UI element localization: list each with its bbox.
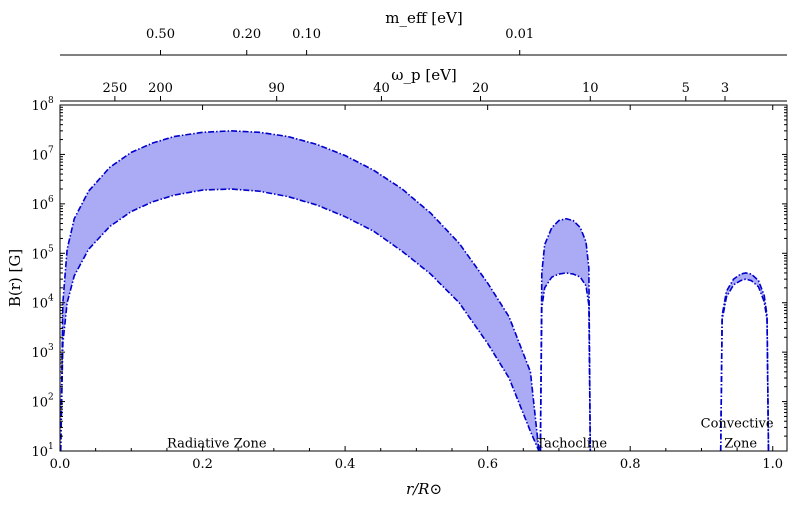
upper-bound-line-tachocline (539, 217, 592, 451)
secondary-axis-1-tick-label-3: 40 (373, 81, 390, 96)
y-tick-exponent-2: 3 (48, 343, 54, 353)
y-tick-label-2: 10 (31, 346, 48, 361)
x-tick-label-3: 0.6 (477, 457, 498, 472)
axes: 0.0 0.2 0.4 0.6 0.8 1.010 110 210 310 410 510 610 71… (31, 27, 788, 472)
annotation-3: Zone (724, 436, 757, 451)
annotation-1: Tachocline (536, 436, 607, 451)
series-group (60, 130, 770, 451)
band-fill-radiative (60, 130, 539, 451)
upper-bound-line-radiative (60, 130, 540, 451)
y-tick-label-3: 10 (31, 297, 48, 312)
secondary-axis-1-tick-label-6: 5 (682, 81, 690, 96)
x-tick-label-1: 0.2 (192, 457, 213, 472)
secondary-axis-2-tick-label-2: 0.10 (292, 27, 321, 42)
secondary-axis-1-tick-label-1: 200 (148, 81, 173, 96)
x-tick-label-0: 0.0 (50, 457, 71, 472)
y-tick-exponent-5: 6 (48, 195, 54, 205)
y-tick-exponent-4: 5 (48, 244, 54, 254)
y-tick-label-6: 10 (31, 148, 48, 163)
lower-bound-line-convective (719, 278, 770, 451)
secondary-axis-1-title: ω_p [eV] (391, 66, 457, 84)
lower-bound-line-tachocline (539, 272, 592, 451)
secondary-axis-1-tick-label-5: 10 (582, 81, 599, 96)
band-fill-tachocline (540, 218, 591, 451)
secondary-axis-1-tick-label-0: 250 (102, 81, 127, 96)
secondary-axis-1-tick-label-7: 3 (721, 81, 729, 96)
lower-bound-line-radiative (60, 188, 540, 451)
secondary-axis-2-tick-label-1: 0.20 (232, 27, 261, 42)
y-tick-exponent-7: 8 (48, 96, 54, 106)
y-tick-label-1: 10 (31, 396, 48, 411)
y-axis-title: B(r) [G] (6, 249, 24, 307)
y-tick-exponent-0: 1 (48, 442, 54, 452)
x-tick-label-4: 0.8 (620, 457, 641, 472)
secondary-axis-2-title: m_eff [eV] (385, 9, 462, 27)
x-tick-label-2: 0.4 (335, 457, 356, 472)
secondary-axis-1-tick-label-2: 90 (268, 81, 285, 96)
y-tick-label-4: 10 (31, 247, 48, 262)
secondary-axis-2-tick-label-0: 0.50 (146, 27, 175, 42)
y-tick-exponent-6: 7 (48, 145, 54, 155)
annotation-2: Convective (701, 416, 774, 431)
y-tick-exponent-1: 2 (48, 393, 54, 403)
plot-area (60, 130, 770, 451)
y-tick-label-0: 10 (31, 445, 48, 460)
secondary-axis-2-tick-label-3: 0.01 (505, 27, 534, 42)
plot-frame (59, 104, 788, 452)
x-axis-title: r/R⊙ (406, 480, 442, 498)
y-tick-exponent-3: 4 (48, 294, 54, 304)
secondary-axis-1-tick-label-4: 20 (472, 81, 489, 96)
y-tick-label-7: 10 (31, 99, 48, 114)
upper-bound-line-convective (719, 272, 770, 451)
y-tick-label-5: 10 (31, 198, 48, 213)
x-tick-label-5: 1.0 (762, 457, 783, 472)
annotation-0: Radiative Zone (167, 436, 267, 451)
